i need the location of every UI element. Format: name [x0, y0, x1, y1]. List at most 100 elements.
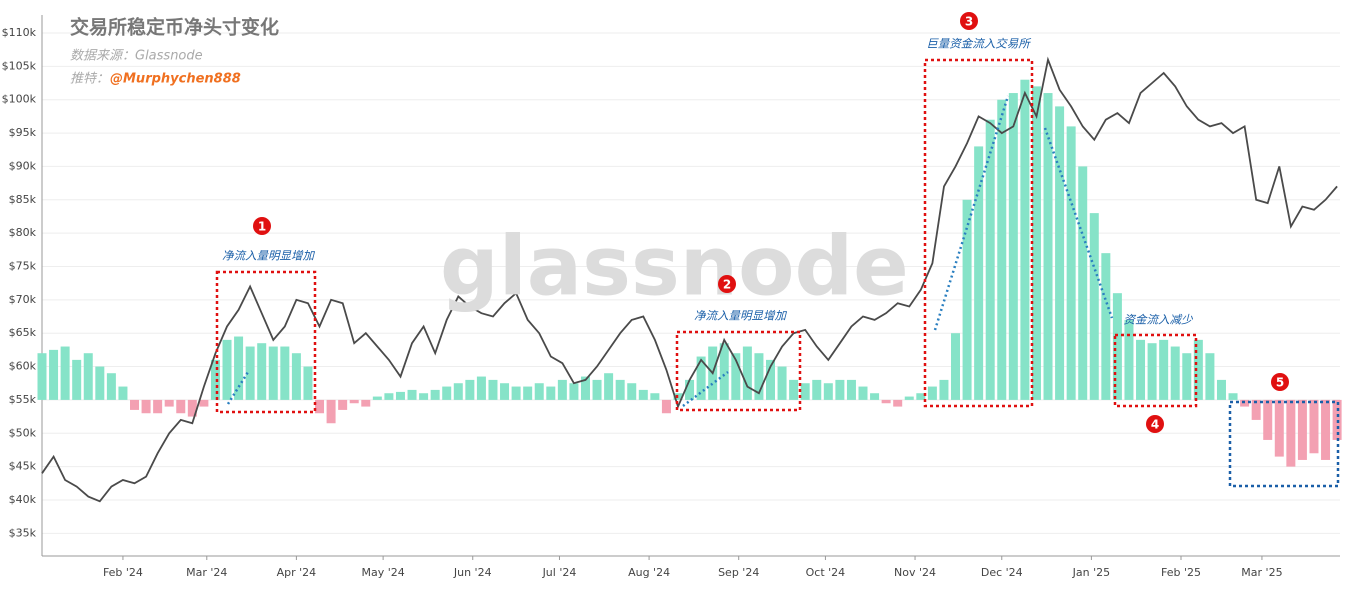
bar — [176, 399, 186, 414]
bar — [245, 346, 255, 400]
bar — [1031, 86, 1041, 400]
y-tick-label: $65k — [9, 326, 37, 339]
bar — [881, 399, 891, 404]
bar — [72, 359, 82, 400]
bar — [95, 366, 105, 400]
bar — [37, 353, 47, 400]
bar — [893, 399, 903, 407]
bar — [789, 379, 799, 400]
badge-label: 4 — [1151, 418, 1159, 432]
bar — [268, 346, 278, 400]
bar — [523, 386, 533, 400]
bar — [765, 359, 775, 400]
bar — [1043, 93, 1053, 400]
badge-label: 3 — [965, 15, 973, 29]
bar — [927, 386, 937, 400]
bar — [650, 393, 660, 400]
bar — [1216, 379, 1226, 400]
y-tick-label: $60k — [9, 360, 37, 373]
bar — [361, 399, 371, 407]
x-tick-label: Apr '24 — [277, 566, 317, 579]
twitter-label: 推特： — [70, 72, 109, 87]
bar — [199, 399, 209, 407]
y-tick-label: $40k — [9, 493, 37, 506]
bar — [442, 386, 452, 400]
bar — [453, 383, 463, 400]
bar — [719, 343, 729, 400]
bar — [384, 393, 394, 400]
bar — [858, 386, 868, 400]
box — [675, 330, 802, 412]
y-tick-label: $100k — [2, 93, 37, 106]
arrow — [226, 371, 250, 405]
x-tick-label: Jun '24 — [453, 566, 492, 579]
bar — [661, 399, 671, 414]
bar — [49, 349, 59, 400]
bar — [210, 359, 220, 400]
bar — [222, 339, 232, 400]
box — [1228, 400, 1340, 488]
bar — [592, 379, 602, 400]
x-tick-label: Mar '24 — [186, 566, 227, 579]
bar — [164, 399, 174, 407]
bar — [1159, 339, 1169, 400]
bar — [1309, 399, 1319, 454]
annotation-text: 巨量资金流入交易所 — [926, 37, 1031, 51]
y-tick-label: $55k — [9, 393, 37, 406]
bar — [627, 383, 637, 400]
y-tick-label: $35k — [9, 526, 37, 539]
x-tick-label: May '24 — [361, 566, 404, 579]
x-tick-label: Sep '24 — [718, 566, 759, 579]
bar — [904, 396, 914, 400]
bar — [1020, 79, 1030, 400]
bar — [1205, 353, 1215, 400]
bar — [835, 379, 845, 400]
watermark: glassnode — [440, 219, 909, 314]
bar — [615, 379, 625, 400]
bar — [511, 386, 521, 400]
bar — [557, 379, 567, 400]
bar — [1193, 339, 1203, 400]
annotation-text: 资金流入减少 — [1124, 313, 1194, 327]
bar — [997, 99, 1007, 400]
bar — [257, 343, 267, 400]
bar — [534, 383, 544, 400]
bar — [685, 379, 695, 400]
box — [923, 58, 1034, 408]
badge — [718, 275, 736, 293]
bar — [604, 373, 614, 400]
bar — [1321, 399, 1331, 460]
bar — [1332, 399, 1342, 440]
bar — [1228, 393, 1238, 400]
y-tick-label: $90k — [9, 159, 37, 172]
bar — [303, 366, 313, 400]
bar — [1297, 399, 1307, 460]
badge-label: 2 — [723, 278, 731, 292]
box — [215, 270, 317, 414]
bar — [1066, 126, 1076, 400]
arrow — [1043, 127, 1114, 319]
bar — [372, 396, 382, 400]
bar — [580, 376, 590, 400]
bar — [916, 393, 926, 400]
bar — [419, 393, 429, 400]
bar — [1182, 353, 1192, 400]
x-tick-label: Aug '24 — [628, 566, 670, 579]
x-tick-label: Jul '24 — [542, 566, 577, 579]
bar — [962, 199, 972, 400]
bar — [395, 391, 405, 400]
bar — [1078, 166, 1088, 400]
bar — [731, 353, 741, 400]
bar — [1274, 399, 1284, 457]
badge-label: 1 — [258, 220, 266, 234]
y-tick-label: $105k — [2, 59, 37, 72]
bar — [754, 353, 764, 400]
y-tick-label: $85k — [9, 193, 37, 206]
x-tick-label: Feb '24 — [103, 566, 143, 579]
annotation-text: 净流入量明显增加 — [694, 309, 787, 323]
y-tick-label: $75k — [9, 259, 37, 272]
x-tick-label: Mar '25 — [1241, 566, 1282, 579]
bar — [1170, 346, 1180, 400]
bar — [130, 399, 140, 410]
